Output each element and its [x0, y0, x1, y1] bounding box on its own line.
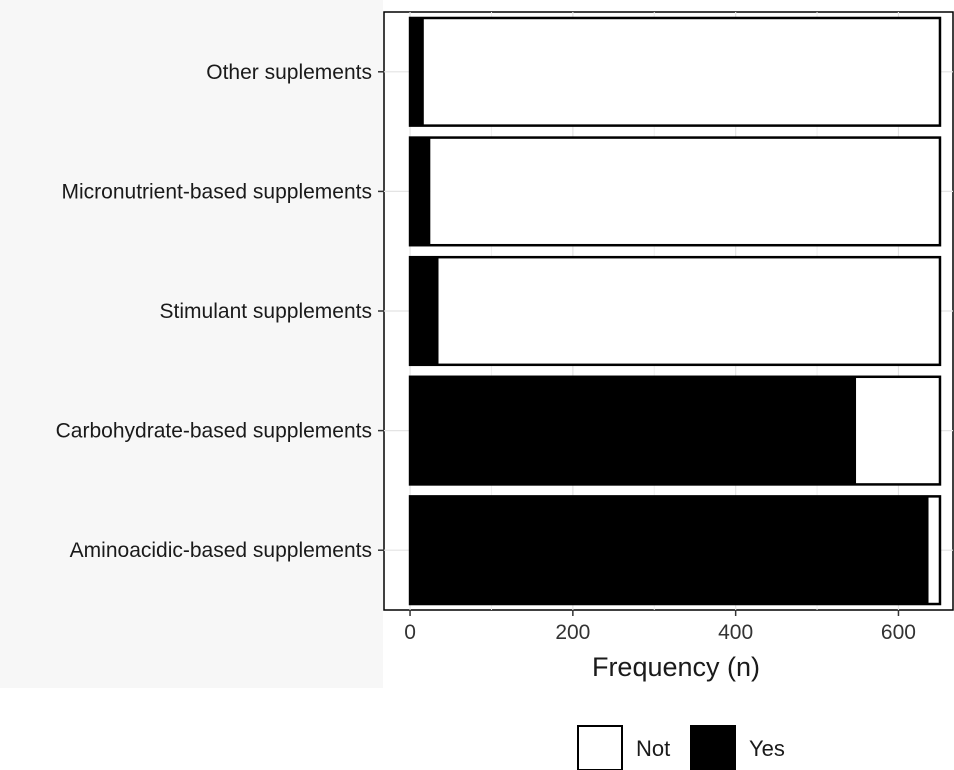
legend-label: Not	[636, 736, 670, 761]
category-label: Carbohydrate-based supplements	[56, 420, 372, 443]
bar-outline	[408, 255, 942, 367]
x-tick-label: 400	[718, 621, 753, 644]
bar-outline	[408, 136, 942, 247]
bar-segment-not	[438, 257, 940, 365]
bar-segment-not	[423, 17, 940, 126]
bar-segment-not	[856, 376, 940, 485]
bars	[408, 16, 942, 606]
bar-segment-not	[430, 137, 940, 246]
x-tick-label: 600	[881, 621, 916, 644]
bar-segment-not	[928, 496, 940, 605]
category-label: Micronutrient-based supplements	[62, 180, 373, 203]
bar-outline	[408, 495, 942, 606]
bar-outline	[408, 16, 942, 127]
bar-segment-yes	[410, 257, 439, 365]
legend: Not Yes	[577, 725, 785, 770]
x-tick-label: 200	[555, 621, 590, 644]
legend-label: Yes	[749, 736, 785, 761]
bar-outline	[408, 375, 942, 486]
category-label: Stimulant supplements	[160, 300, 372, 323]
x-axis-title: Frequency (n)	[592, 652, 760, 682]
y-axis: Other suplements Micronutrient-based supp…	[56, 61, 384, 562]
bar-segment-yes	[410, 496, 929, 605]
bar-segment-yes	[410, 17, 424, 126]
bar-segment-yes	[410, 137, 431, 246]
x-tick-label: 0	[404, 621, 416, 644]
legend-swatch-yes	[690, 725, 736, 770]
legend-swatch-not	[577, 725, 623, 770]
category-label: Other suplements	[206, 61, 372, 84]
bar-segment-yes	[410, 376, 857, 485]
left-margin-background	[0, 0, 383, 688]
x-axis: 0 200 400 600	[404, 610, 916, 644]
category-label: Aminoacidic-based supplements	[70, 539, 372, 562]
